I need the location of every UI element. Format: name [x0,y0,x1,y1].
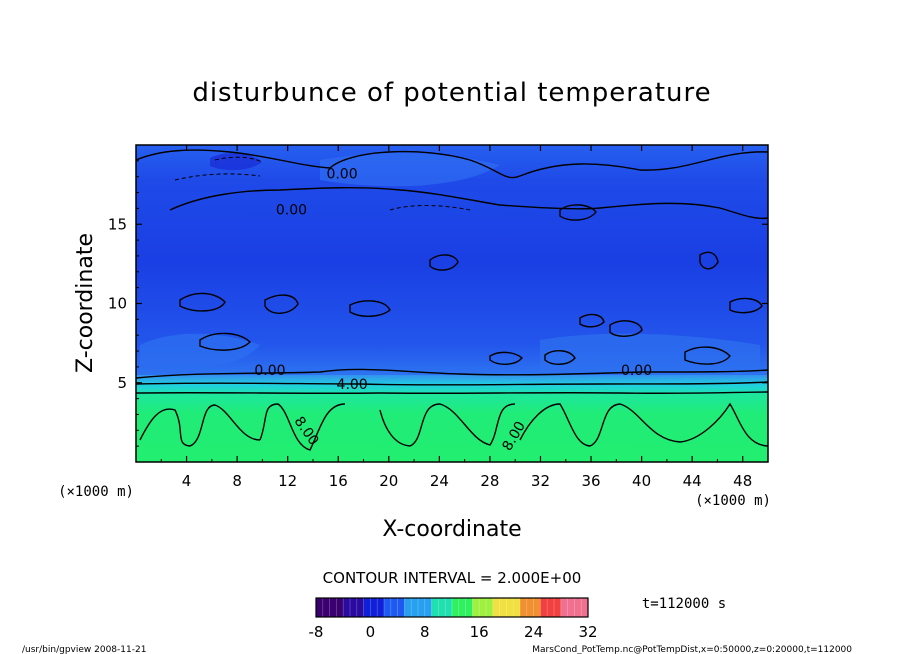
contour-label: 0.00 [621,363,652,379]
light-patch [320,153,500,187]
x-tick-label: 24 [430,472,449,490]
y-tick-label: 5 [117,374,127,392]
colorbar [315,598,589,617]
colorbar-segment [343,598,351,617]
colorbar-segment [438,598,446,617]
colorbar-segment [526,598,534,617]
x-axis-ticks: 4 8 12 16 20 24 28 32 36 40 44 48 [160,145,752,490]
colorbar-segment [418,598,426,617]
light-patch [540,333,760,372]
contour-interval-text: CONTOUR INTERVAL = 2.000E+00 [323,569,582,587]
y-tick-label: 10 [108,295,127,313]
y-tick-label: 15 [108,215,127,233]
light-patch [140,333,260,369]
x-tick-label: 8 [232,472,242,490]
colorbar-segment [479,598,487,617]
colorbar-tick-label: 16 [470,623,489,641]
colorbar-segment [506,598,514,617]
x-tick-label: 28 [480,472,499,490]
time-label: t=112000 s [642,596,726,612]
colorbar-segment [533,598,541,617]
contour-label: 0.00 [326,166,357,182]
y-axis-ticks: 5 10 15 [108,160,768,447]
x-tick-label: 12 [278,472,297,490]
x-tick-label: 36 [581,472,600,490]
colorbar-segment [445,598,453,617]
colorbar-segment [486,598,494,617]
colorbar-segment [404,598,412,617]
colorbar-segment [492,598,500,617]
plot-area [136,145,768,462]
x-tick-label: 44 [683,472,702,490]
colorbar-segment [567,598,575,617]
colorbar-frame [315,597,589,618]
colorbar-segment [520,598,528,617]
colorbar-segment [431,598,439,617]
colorbar-tick-label: 24 [524,623,543,641]
x-unit-label-left: (×1000 m) [58,484,134,500]
colorbar-segment [560,598,568,617]
colorbar-tick-label: 0 [366,623,376,641]
colorbar-segment [452,598,460,617]
x-unit-label-right: (×1000 m) [695,493,771,509]
chart-title: disturbunce of potential temperature [192,78,711,108]
colorbar-segment [458,598,466,617]
y-axis-label: Z-coordinate [73,233,98,373]
contour-label: 0.00 [254,363,285,379]
colorbar-segment [581,598,589,617]
colorbar-segment [384,598,392,617]
x-tick-label: 20 [379,472,398,490]
x-tick-label: 16 [329,472,348,490]
dark-patch [210,153,262,171]
colorbar-segment [336,598,344,617]
colorbar-segment [424,598,432,617]
colorbar-tick-label: 32 [578,623,597,641]
colorbar-segment [322,598,330,617]
colorbar-segment [513,598,521,617]
x-tick-label: 48 [733,472,752,490]
colorbar-segment [370,598,378,617]
colorbar-segment [356,598,364,617]
colorbar-segment [574,598,582,617]
x-tick-label: 32 [531,472,550,490]
colorbar-segment [554,598,562,617]
colorbar-segment [329,598,337,617]
colorbar-segment [397,598,405,617]
lower-field [136,393,768,462]
colorbar-segment [316,598,324,617]
colorbar-segment [350,598,358,617]
colorbar-segment [547,598,555,617]
contour-lines [136,149,768,451]
x-axis-label: X-coordinate [382,517,521,542]
colorbar-ticks: -8 0 8 16 24 32 [309,623,598,641]
colorbar-segment [540,598,548,617]
footer-right: MarsCond_PotTemp.nc@PotTempDist,x=0:5000… [532,645,852,654]
colorbar-segment [363,598,371,617]
dashed-contours [174,156,471,211]
contour-label: 4.00 [337,377,368,393]
colorbar-segment [411,598,419,617]
colorbar-segment [390,598,398,617]
x-tick-label: 4 [182,472,192,490]
colorbar-segment [465,598,473,617]
colorbar-segment [377,598,385,617]
footer-left: /usr/bin/gpview 2008-11-21 [22,645,146,654]
colorbar-tick-label: -8 [309,623,324,641]
colorbar-tick-label: 8 [420,623,430,641]
contour-label: 0.00 [276,203,307,219]
colorbar-segment [499,598,507,617]
colorbar-segment [472,598,480,617]
x-tick-label: 40 [632,472,651,490]
